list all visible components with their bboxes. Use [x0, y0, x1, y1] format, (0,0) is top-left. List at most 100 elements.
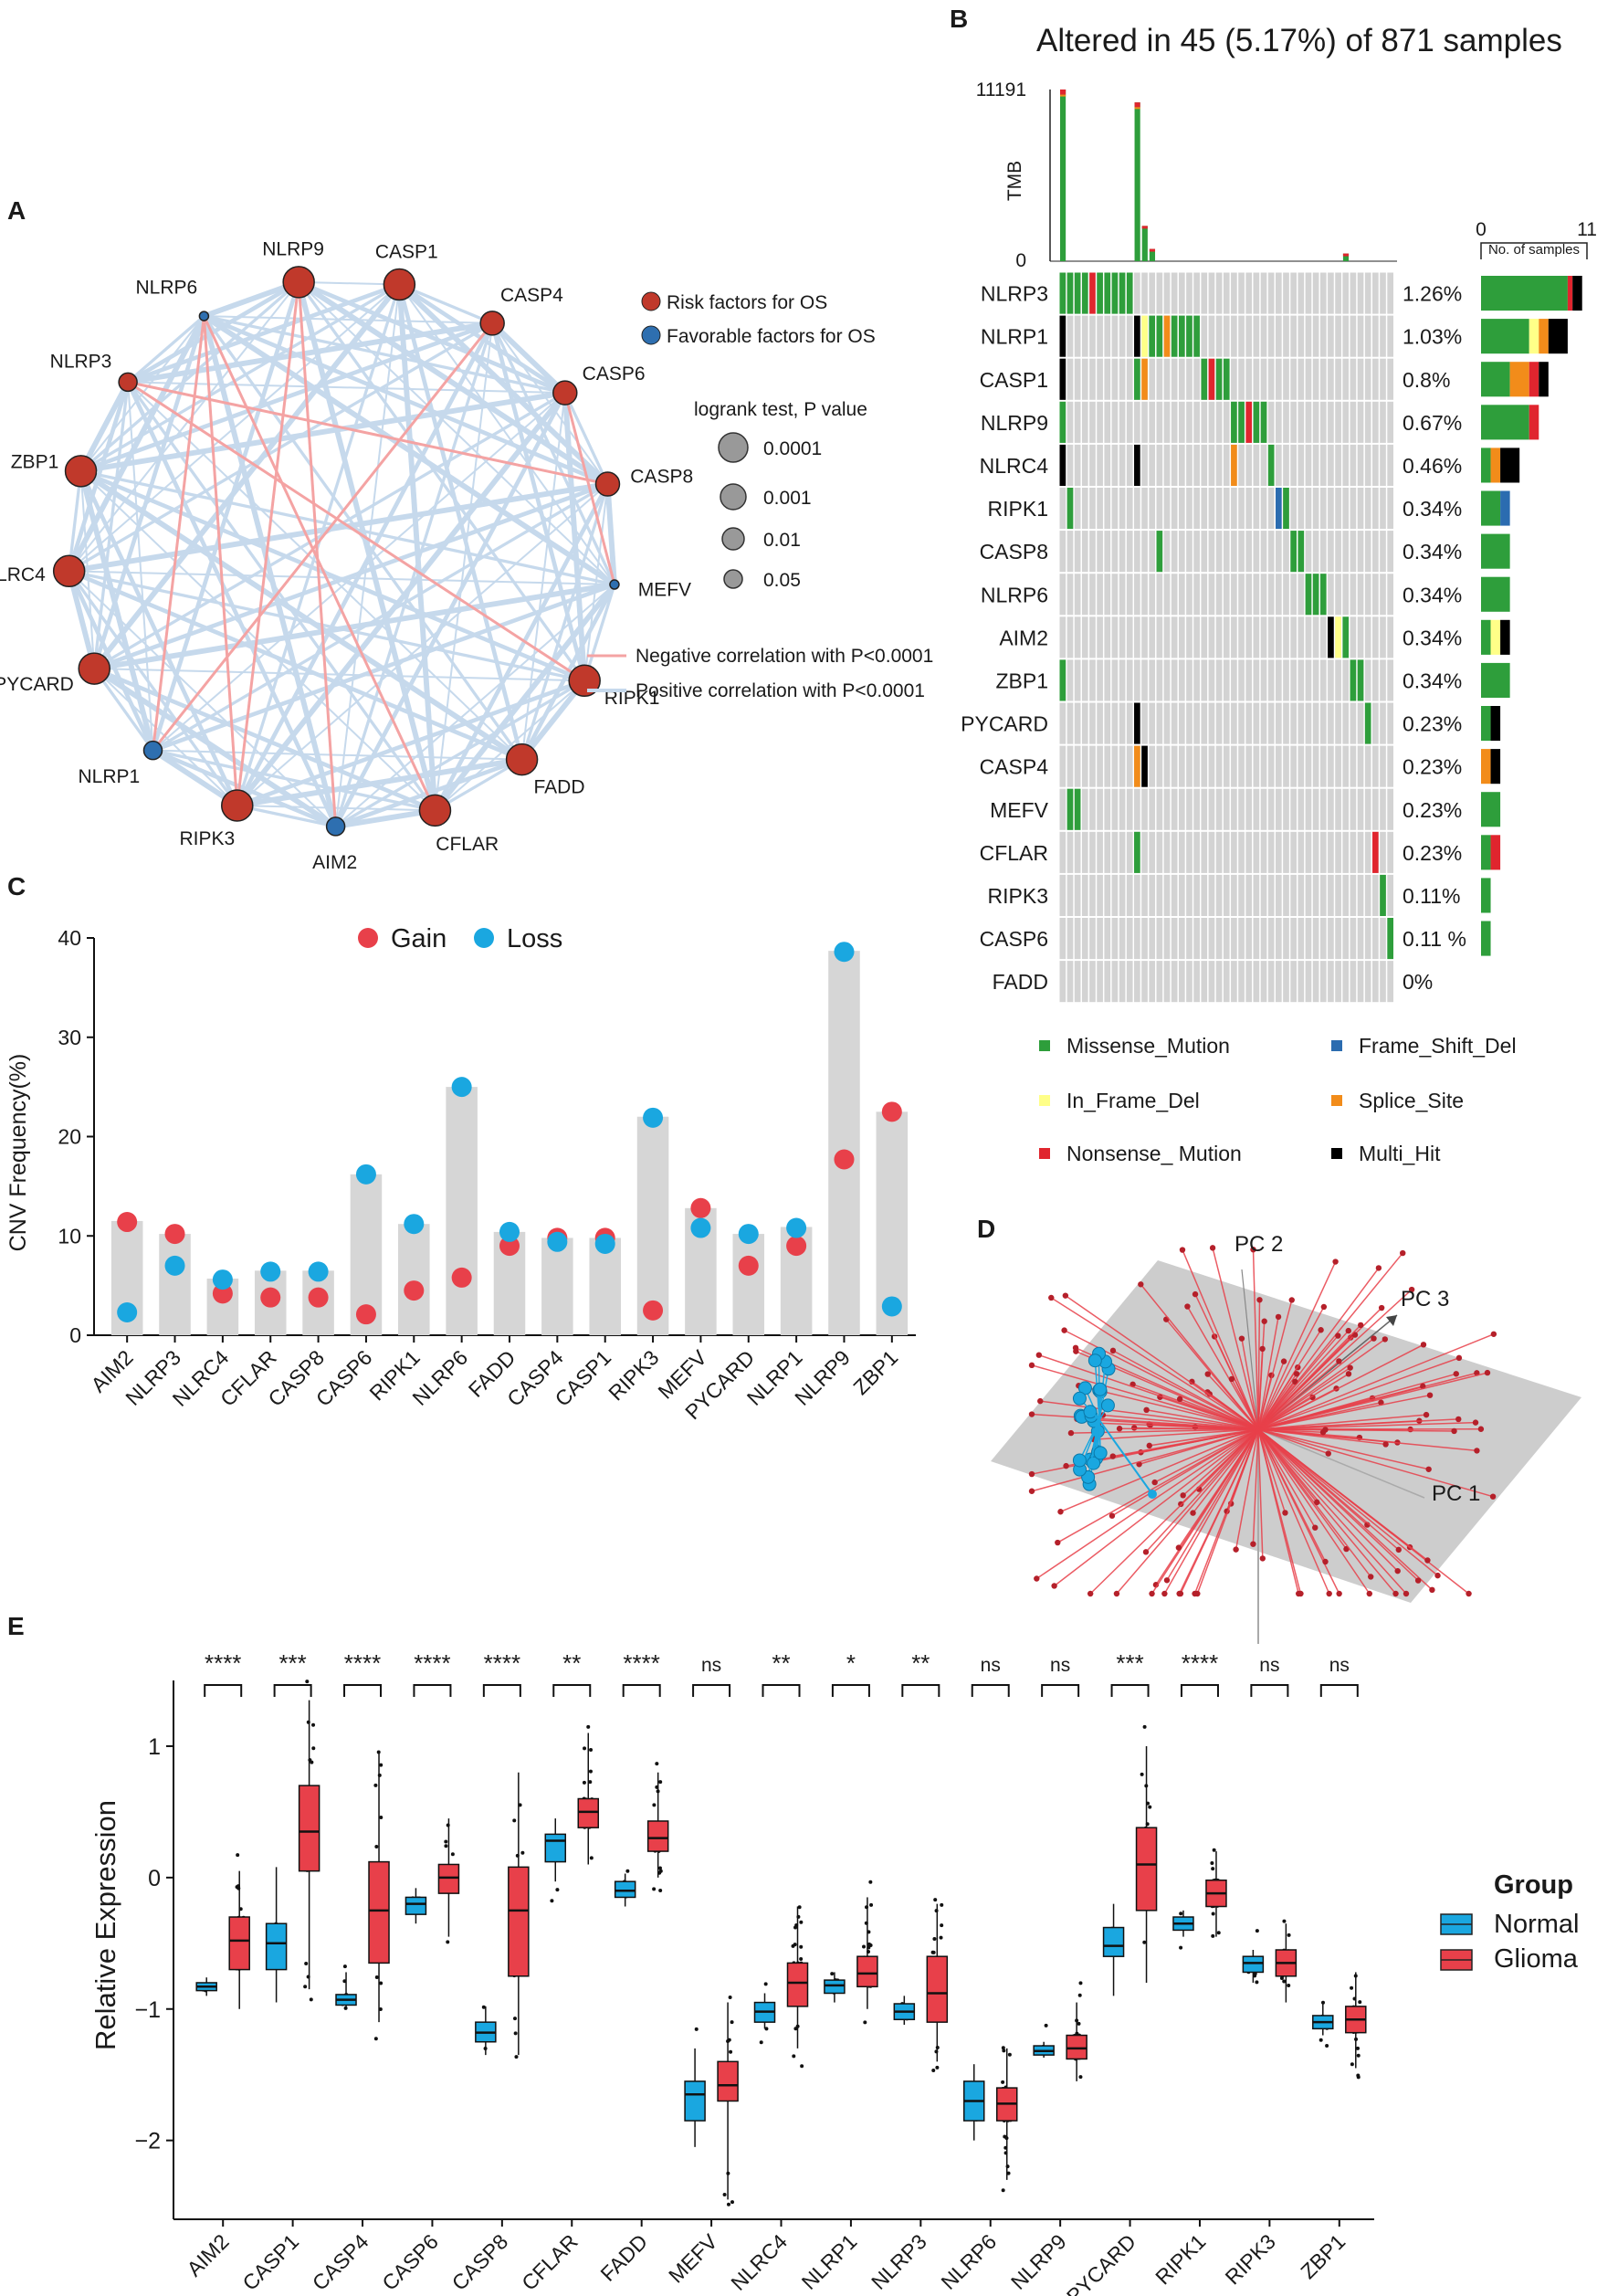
onco-cell — [1283, 315, 1289, 357]
pca-glioma-point — [1395, 1546, 1402, 1553]
onco-cell — [1119, 961, 1126, 1003]
onco-cell — [1357, 272, 1364, 314]
glioma-box-casp4 — [368, 1860, 390, 1964]
onco-cell — [1342, 745, 1350, 787]
onco-cell — [1215, 788, 1223, 830]
onco-cell-missense — [1319, 574, 1327, 616]
onco-cell — [1350, 788, 1357, 830]
side-bar-inframe — [1529, 319, 1539, 354]
glioma-dot-nlrp1 — [862, 1944, 867, 1949]
onco-cell — [1372, 659, 1379, 701]
onco-cell — [1066, 401, 1074, 443]
pca-glioma-ray — [1093, 1428, 1259, 1440]
onco-cell — [1357, 616, 1364, 658]
glioma-dot-mefv — [728, 1995, 732, 1999]
onco-cell — [1350, 358, 1357, 400]
network-panel: CASP1 CASP4 CASP6 CASP8 MEFV RIPK1 FADD CFLAR AI… — [0, 238, 933, 873]
onco-cell — [1223, 488, 1230, 530]
onco-cell — [1238, 788, 1245, 830]
onco-cell — [1059, 831, 1066, 873]
onco-cell — [1372, 961, 1379, 1003]
expr-x-label-nlrc4: NLRC4 — [726, 2229, 792, 2295]
sig-label-fadd: **** — [623, 1649, 659, 1677]
onco-cell — [1298, 488, 1305, 530]
onco-cell — [1111, 315, 1119, 357]
glioma-dot-ripk3 — [1282, 1979, 1287, 1984]
expr-x-label-casp1: CASP1 — [237, 2229, 303, 2295]
glioma-dot-nlrp3 — [940, 1923, 944, 1928]
glioma-dot-nlrc4 — [799, 1920, 804, 1924]
pca-glioma-ray — [1116, 1428, 1259, 1595]
onco-cell — [1104, 401, 1111, 443]
loss-point-nlrp6 — [451, 1077, 472, 1098]
pca-glioma-point — [1061, 1327, 1067, 1333]
onco-cell — [1186, 961, 1192, 1003]
onco-cell — [1319, 745, 1327, 787]
onco-cell — [1193, 444, 1200, 486]
onco-cell — [1380, 702, 1386, 744]
glioma-dot-zbp1 — [1350, 1985, 1354, 1990]
expr-x-label-mefv: MEFV — [664, 2229, 722, 2288]
pca-glioma-point — [1490, 1331, 1497, 1337]
positive-edge — [204, 314, 566, 395]
cnv-bar-ripk1 — [398, 1224, 430, 1335]
onco-cell — [1215, 272, 1223, 314]
size-legend-title: logrank test, P value — [694, 399, 867, 420]
onco-cell — [1081, 961, 1088, 1003]
pca-axis-pc1 — [1257, 1428, 1425, 1499]
positive-edge — [236, 756, 523, 808]
glioma-dot-nlrp6 — [1003, 2134, 1007, 2139]
legend-swatch-multi — [1331, 1148, 1342, 1159]
onco-cell — [1298, 574, 1305, 616]
onco-cell — [1223, 702, 1230, 744]
onco-cell — [1364, 788, 1371, 830]
node-nlrp3 — [118, 372, 138, 393]
onco-cell — [1059, 531, 1066, 573]
pca-glioma-point — [1378, 1304, 1385, 1311]
node-casp1 — [383, 268, 416, 301]
onco-cell — [1178, 702, 1185, 744]
node-label-nlrp3: NLRP3 — [50, 352, 112, 373]
legend-swatch-splice — [1331, 1095, 1342, 1106]
size-legend-label-4: 0.05 — [763, 570, 801, 591]
gene-pct-zbp1: 0.34% — [1403, 669, 1462, 692]
onco-cell — [1208, 788, 1215, 830]
positive-edge — [235, 321, 495, 807]
onco-cell — [1245, 315, 1253, 357]
glioma-dot-nlrp3 — [935, 2065, 940, 2070]
pca-glioma-ray — [1235, 1428, 1259, 1550]
onco-cell — [1111, 874, 1119, 916]
sig-bracket-ripk3 — [1250, 1684, 1289, 1697]
onco-cell — [1126, 358, 1133, 400]
pca-glioma-ray — [1257, 1428, 1386, 1446]
onco-cell-missense — [1215, 358, 1223, 400]
onco-cell — [1126, 874, 1133, 916]
gene-pct-ripk3: 0.11% — [1403, 884, 1461, 908]
positive-edge — [604, 483, 617, 585]
onco-cell — [1276, 745, 1282, 787]
negative-edge — [152, 315, 205, 751]
negative-edges — [127, 281, 616, 827]
glioma-dot-nlrp3 — [939, 1935, 943, 1940]
onco-cell — [1357, 574, 1364, 616]
pca-glioma-point — [1336, 1590, 1342, 1597]
gene-label-ripk1: RIPK1 — [988, 497, 1048, 521]
pca-glioma-point — [1149, 1590, 1155, 1597]
onco-cell — [1059, 488, 1066, 530]
negative-edge — [127, 381, 585, 682]
onco-cell — [1335, 874, 1341, 916]
glioma-dot-casp1 — [311, 1746, 316, 1751]
onco-cell — [1097, 831, 1103, 873]
negative-edge — [152, 321, 494, 752]
cnv-bar-casp1 — [589, 1238, 621, 1335]
tmb-bar — [1342, 253, 1350, 261]
onco-cell — [1163, 874, 1171, 916]
pca-glioma-point — [1184, 1303, 1191, 1310]
side-bar-missense — [1481, 448, 1491, 483]
onco-cell — [1119, 702, 1126, 744]
onco-cell-missense — [1171, 315, 1178, 357]
pca-glioma-ray — [1182, 1249, 1259, 1430]
onco-cell — [1215, 702, 1223, 744]
onco-cell — [1312, 702, 1319, 744]
positive-edge — [151, 281, 301, 752]
